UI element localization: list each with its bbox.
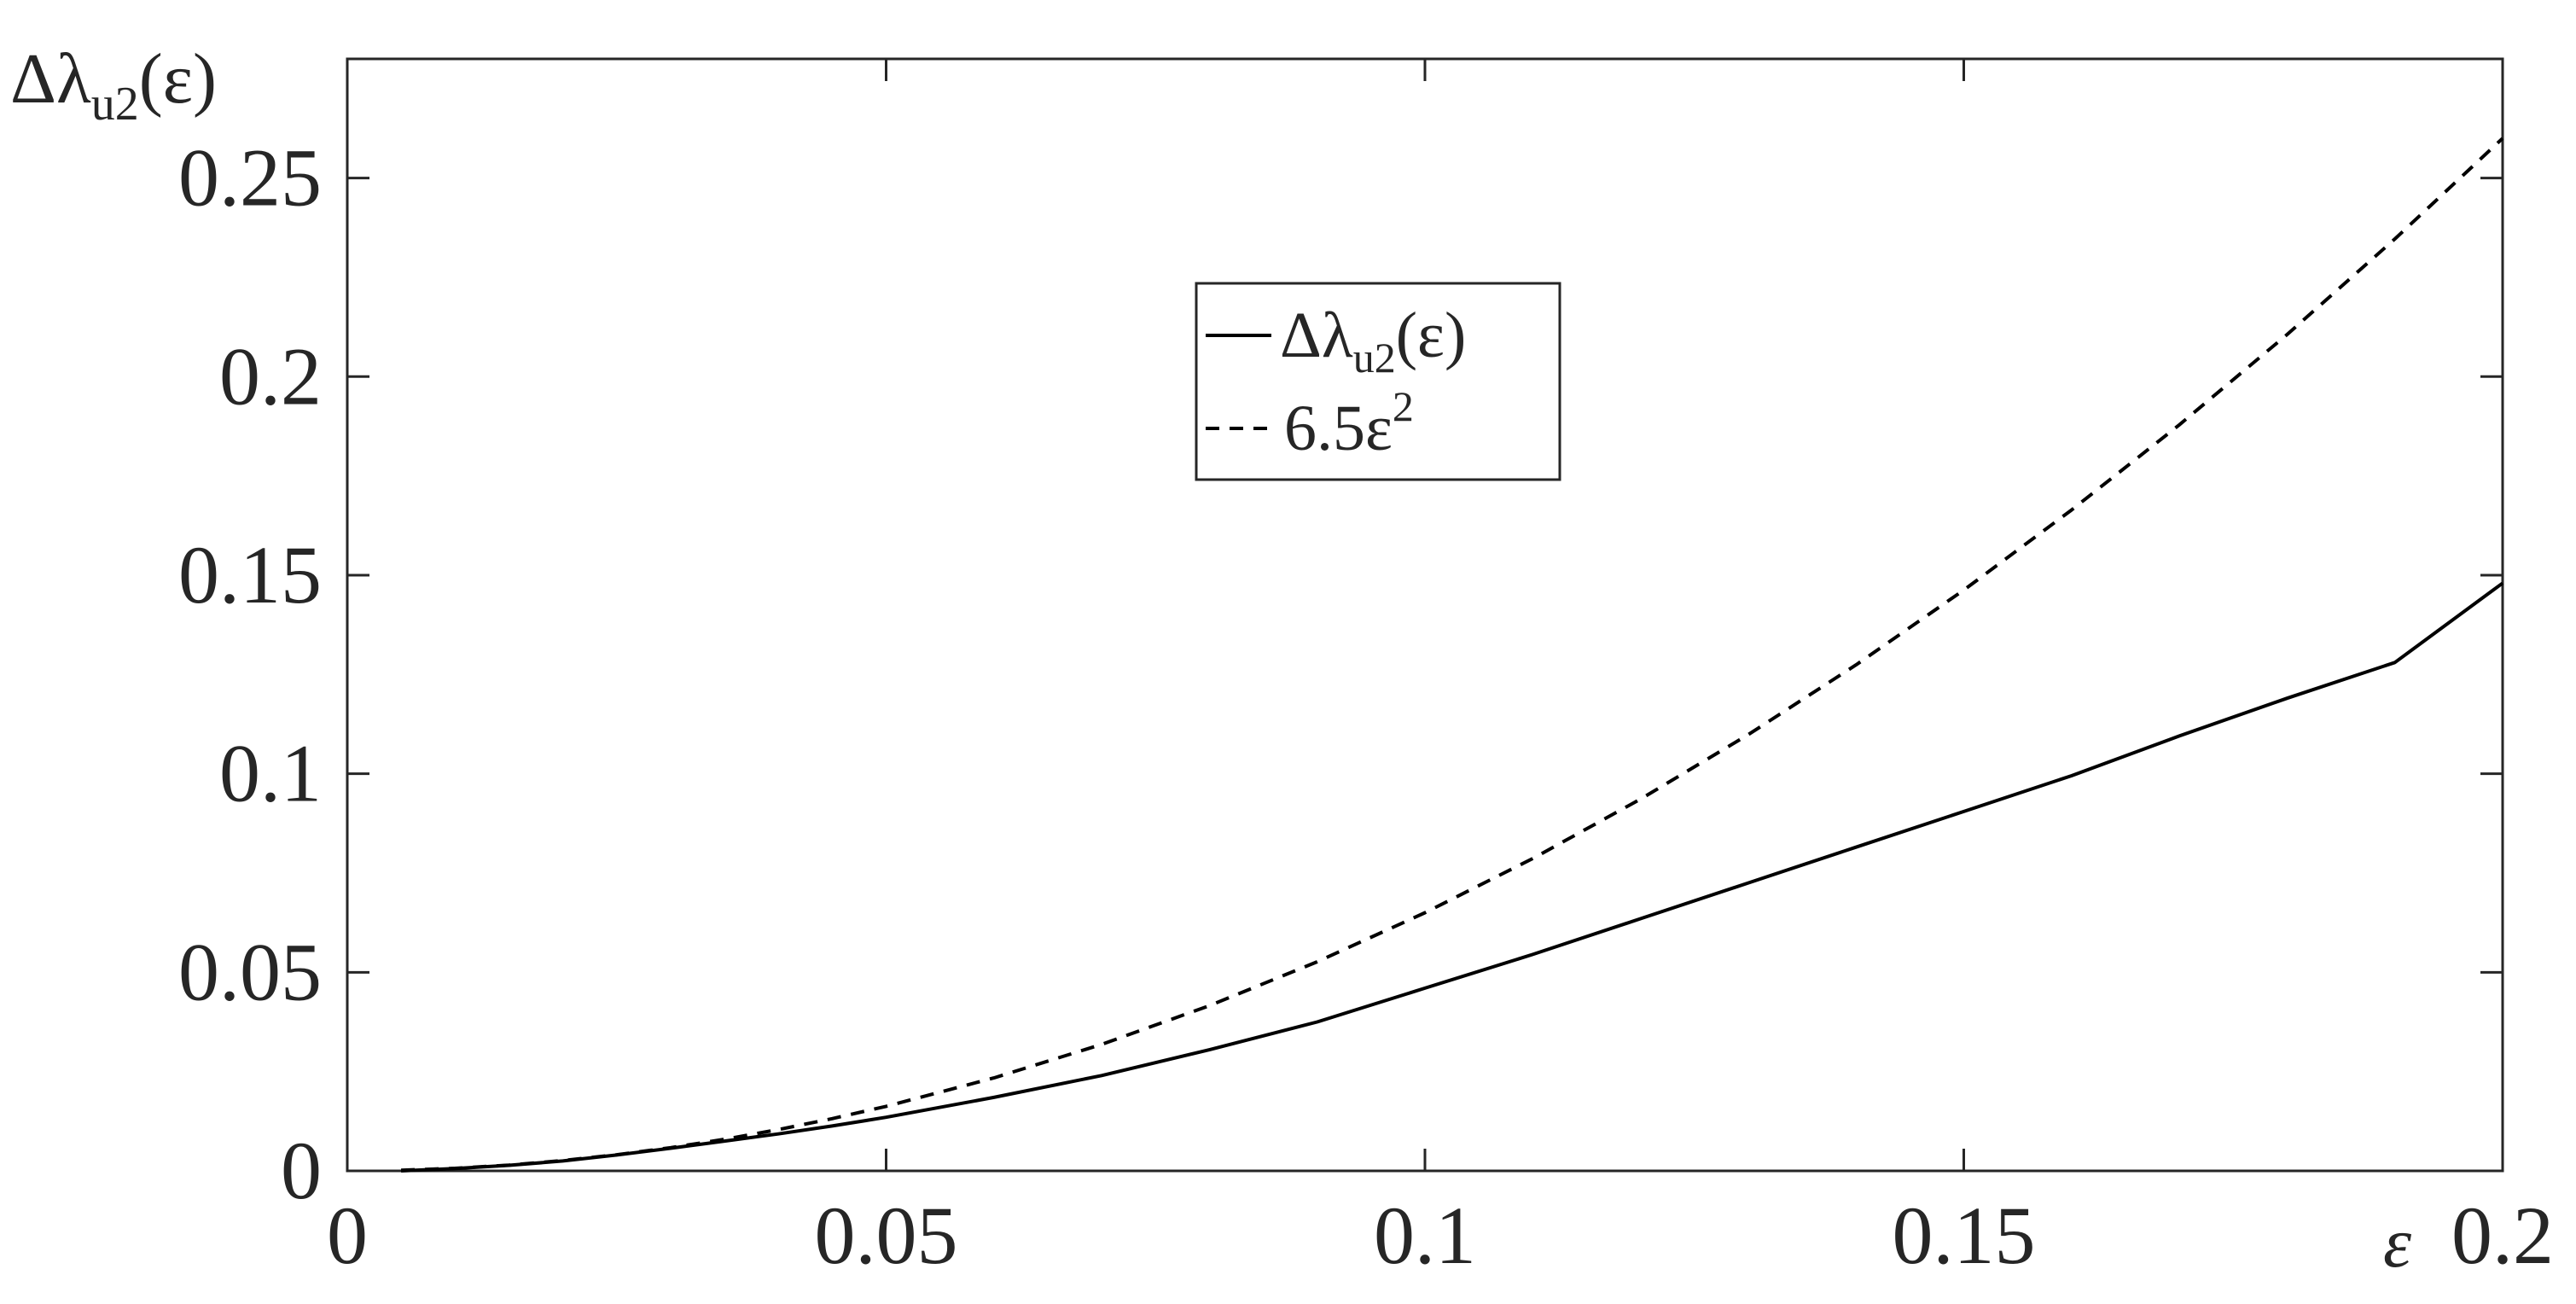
x-tick-label-2: 0.1 (1374, 1190, 1476, 1281)
series-line-1 (401, 581, 2504, 1173)
series-line-2 (401, 137, 2504, 1173)
y-axis-title-base: Δλ (10, 39, 91, 119)
y-tick-label-3: 0.15 (178, 529, 322, 620)
y-tick-label-4: 0.2 (219, 330, 322, 422)
x-axis-title: ε (2383, 1203, 2412, 1283)
y-tick-label-2: 0.1 (219, 728, 322, 819)
x-tick-label-4: 0.2 (2451, 1190, 2554, 1281)
y-axis-title-sub: u2 (91, 78, 139, 131)
y-tick-label-5: 0.25 (178, 132, 322, 224)
x-tick-label-3: 0.15 (1893, 1190, 2036, 1281)
legend-box (1195, 282, 1561, 481)
legend-label-series-2: 6.5ε2 (1284, 382, 1414, 464)
legend-label-series-1: Δλu2(ε) (1280, 300, 1466, 381)
x-tick-label-1: 0.05 (815, 1190, 958, 1281)
x-tick-label-0: 0 (327, 1190, 368, 1281)
tick-labels: 0 0.05 0.1 0.15 0.2 0 0.05 0.1 0.15 0.2 0.25 (178, 132, 2554, 1281)
plot-area-frame (346, 57, 2504, 1173)
series-layer (401, 137, 2504, 1173)
y-tick-label-1: 0.05 (178, 926, 322, 1017)
y-axis-title-arg: (ε) (139, 39, 217, 119)
y-tick-label-0: 0 (281, 1125, 322, 1216)
legend: Δλu2(ε) 6.5ε2 (1195, 282, 1561, 481)
y-axis-title: Δλu2(ε) (10, 39, 217, 131)
axis-ticks (346, 59, 2504, 1173)
